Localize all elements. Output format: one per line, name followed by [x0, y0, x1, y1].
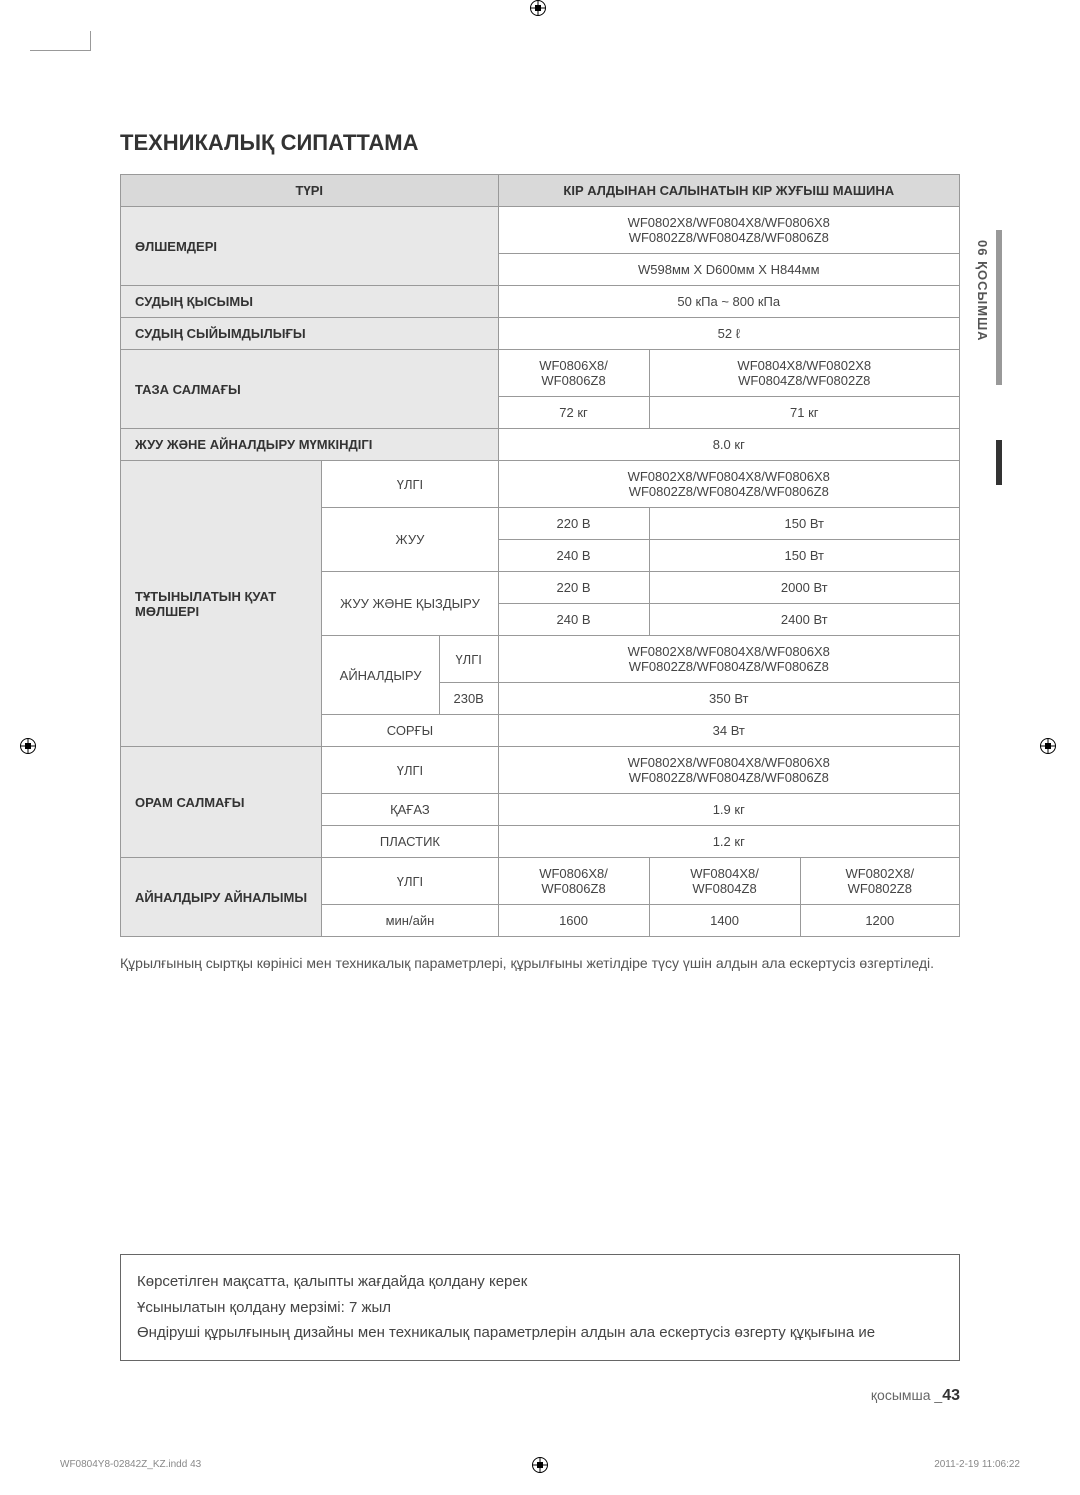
- side-bar: [996, 230, 1002, 385]
- spinrev-v2: 1400: [649, 905, 800, 937]
- netweight-model2: WF0804X8/WF0802X8 WF0804Z8/WF0802Z8: [649, 350, 959, 397]
- registration-mark-top: [530, 0, 550, 20]
- spinrev-unit-label: мин/айн: [322, 905, 498, 937]
- doc-ref: WF0804Y8-02842Z_KZ.indd 43: [60, 1459, 201, 1470]
- washspin-label: ЖУУ ЖƏНЕ АЙНАЛДЫРУ МҮМКІНДІГІ: [121, 429, 499, 461]
- power-model-label: ҮЛГІ: [322, 461, 498, 508]
- section-title: ТЕХНИКАЛЫҚ СИПАТТАМА: [120, 130, 960, 162]
- washheat-240-val: 2400 Вт: [649, 604, 959, 636]
- washheat-220-val: 2000 Вт: [649, 572, 959, 604]
- pack-plastic-val: 1.2 кг: [498, 826, 959, 858]
- spinrev-m2: WF0804X8/ WF0804Z8: [649, 858, 800, 905]
- spec-table: ТҮРІ КІР АЛДЫНАН САЛЫНАТЫН КІР ЖУҒЫШ МАШ…: [120, 174, 960, 937]
- pack-plastic-label: ПЛАСТИК: [322, 826, 498, 858]
- spin-models: WF0802X8/WF0804X8/WF0806X8 WF0802Z8/WF08…: [498, 636, 959, 683]
- info-box: Көрсетілген мақсатта, қалыпты жағдайда қ…: [120, 1254, 960, 1361]
- wash-240-val: 150 Вт: [649, 540, 959, 572]
- header-type: ТҮРІ: [121, 175, 499, 207]
- wash-220: 220 В: [498, 508, 649, 540]
- side-tab-label: 06 ҚОСЫМША: [975, 240, 990, 342]
- spinrev-label: АЙНАЛДЫРУ АЙНАЛЫМЫ: [121, 858, 322, 937]
- capacity-value: 52 ℓ: [498, 318, 959, 350]
- doc-time: 2011-2-19 11:06:22: [934, 1459, 1020, 1470]
- spinrev-m1: WF0806X8/ WF0806Z8: [498, 858, 649, 905]
- netweight-val2: 71 кг: [649, 397, 959, 429]
- spinrev-v1: 1600: [498, 905, 649, 937]
- washheat-240: 240 В: [498, 604, 649, 636]
- washheat-220: 220 В: [498, 572, 649, 604]
- washspin-value: 8.0 кг: [498, 429, 959, 461]
- dimensions-label: ӨЛШЕМДЕРІ: [121, 207, 499, 286]
- page-footer: қосымша _43: [871, 1387, 960, 1405]
- power-models: WF0802X8/WF0804X8/WF0806X8 WF0802Z8/WF08…: [498, 461, 959, 508]
- dimensions-value: W598мм X D600мм X H844мм: [498, 254, 959, 286]
- registration-mark-left: [20, 738, 40, 758]
- header-product: КІР АЛДЫНАН САЛЫНАТЫН КІР ЖУҒЫШ МАШИНА: [498, 175, 959, 207]
- note-text: Құрылғының сыртқы көрінісі мен техникалы…: [120, 953, 960, 974]
- washheat-label: ЖУУ ЖƏНЕ ҚЫЗДЫРУ: [322, 572, 498, 636]
- capacity-label: СУДЫҢ СЫЙЫМДЫЛЫҒЫ: [121, 318, 499, 350]
- pressure-value: 50 кПа ~ 800 кПа: [498, 286, 959, 318]
- spin-label: АЙНАЛДЫРУ: [322, 636, 439, 715]
- wash-220-val: 150 Вт: [649, 508, 959, 540]
- pump-label: СОРҒЫ: [322, 715, 498, 747]
- spin-230-val: 350 Вт: [498, 683, 959, 715]
- pressure-label: СУДЫҢ ҚЫСЫМЫ: [121, 286, 499, 318]
- wash-240: 240 В: [498, 540, 649, 572]
- footer-page: 43: [942, 1387, 960, 1404]
- crop-line: [30, 50, 90, 52]
- registration-mark-bottom: [532, 1457, 548, 1473]
- pack-models: WF0802X8/WF0804X8/WF0806X8 WF0802Z8/WF08…: [498, 747, 959, 794]
- packweight-label: ОРАМ САЛМАҒЫ: [121, 747, 322, 858]
- pack-model-label: ҮЛГІ: [322, 747, 498, 794]
- pack-paper-label: ҚАҒАЗ: [322, 794, 498, 826]
- netweight-val1: 72 кг: [498, 397, 649, 429]
- side-bar-dark: [996, 440, 1002, 485]
- spinrev-m3: WF0802X8/ WF0802Z8: [800, 858, 959, 905]
- pump-val: 34 Вт: [498, 715, 959, 747]
- footer-text: қосымша _: [871, 1387, 942, 1403]
- netweight-label: ТАЗА САЛМАҒЫ: [121, 350, 499, 429]
- spinrev-model-label: ҮЛГІ: [322, 858, 498, 905]
- netweight-model1: WF0806X8/ WF0806Z8: [498, 350, 649, 397]
- pack-paper-val: 1.9 кг: [498, 794, 959, 826]
- wash-label: ЖУУ: [322, 508, 498, 572]
- spin-model-label: ҮЛГІ: [439, 636, 498, 683]
- spin-230: 230В: [439, 683, 498, 715]
- power-label: ТҰТЫНЫЛАТЫН ҚУАТ МӨЛШЕРІ: [121, 461, 322, 747]
- dimensions-models: WF0802X8/WF0804X8/WF0806X8 WF0802Z8/WF08…: [498, 207, 959, 254]
- registration-mark-right: [1040, 738, 1060, 758]
- spinrev-v3: 1200: [800, 905, 959, 937]
